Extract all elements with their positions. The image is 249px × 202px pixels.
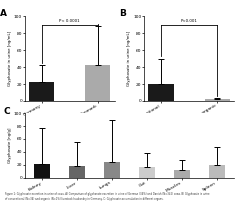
Text: Figure 1: Glyphosate excretion in urine of cows. A) Comparison of glyphosate exc: Figure 1: Glyphosate excretion in urine …	[5, 192, 209, 201]
Bar	[104, 162, 120, 178]
Bar	[29, 82, 54, 101]
Y-axis label: Glyphosate in urine [ng/mL]: Glyphosate in urine [ng/mL]	[8, 31, 12, 86]
Bar	[148, 84, 174, 101]
Bar	[34, 164, 50, 178]
Bar	[139, 167, 155, 178]
Text: C: C	[4, 107, 11, 116]
Bar	[209, 165, 225, 178]
Bar	[85, 64, 111, 101]
Bar	[205, 99, 230, 101]
Y-axis label: Glyphosate [ng/g]: Glyphosate [ng/g]	[8, 128, 12, 163]
Text: A: A	[0, 9, 7, 18]
Bar	[174, 170, 190, 178]
Bar	[69, 166, 85, 178]
Text: B: B	[119, 9, 126, 18]
Text: P<0.001: P<0.001	[181, 19, 198, 23]
Y-axis label: Glyphosate in urine [ng/mL]: Glyphosate in urine [ng/mL]	[127, 31, 131, 86]
Text: P< 0.0001: P< 0.0001	[60, 19, 80, 23]
